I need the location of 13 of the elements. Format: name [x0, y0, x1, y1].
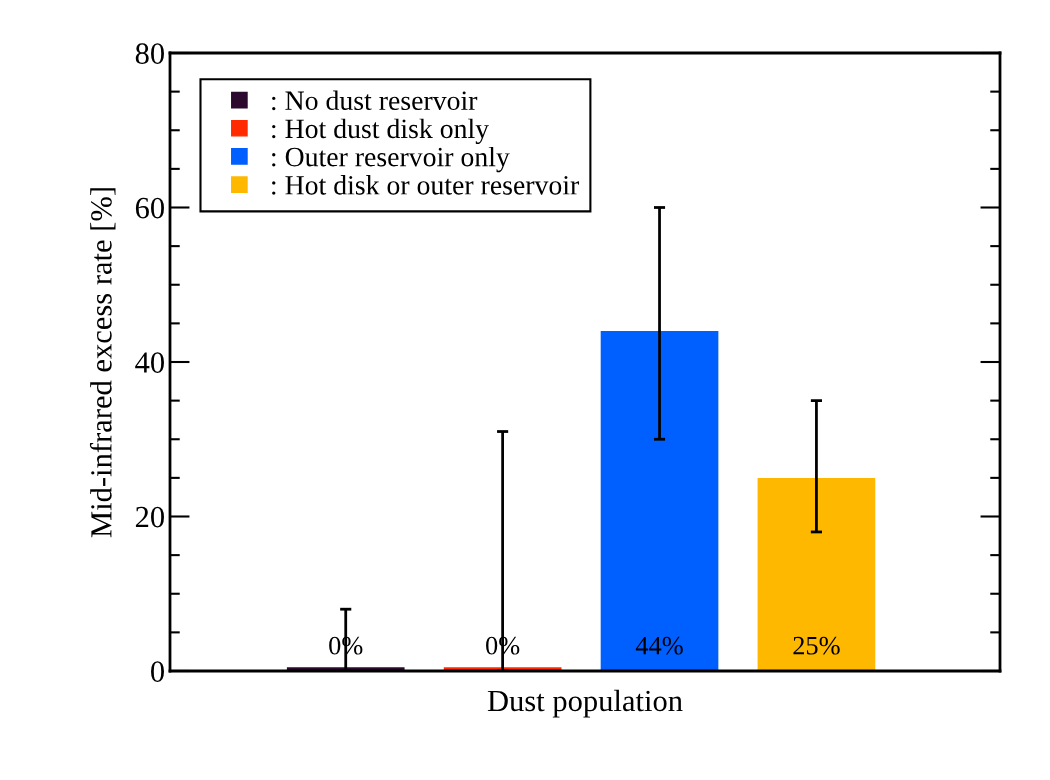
- y-tick-label: 0: [151, 661, 164, 682]
- y-axis-title: Mid-infrared excess rate [%]: [89, 188, 116, 538]
- legend-label: : Outer reservoir only: [272, 146, 510, 173]
- y-tick-label: 20: [135, 506, 164, 528]
- y-tick-label: 60: [135, 197, 164, 219]
- legend-label: : Hot dust disk only: [272, 118, 489, 144]
- data-label: 44%: [635, 636, 683, 655]
- y-tick-label: 40: [135, 352, 164, 373]
- x-axis-title: Dust population: [487, 689, 683, 718]
- y-tick-label: 80: [135, 43, 164, 64]
- legend-label: : No dust reservoir: [272, 90, 478, 111]
- legend-label: : Hot disk or outer reservoir: [272, 175, 580, 195]
- data-label: 25%: [793, 636, 840, 655]
